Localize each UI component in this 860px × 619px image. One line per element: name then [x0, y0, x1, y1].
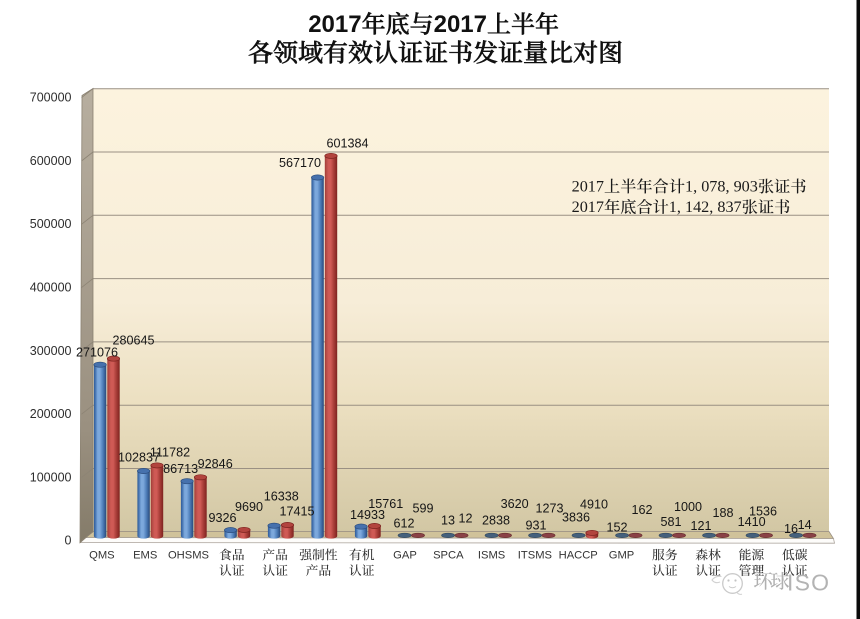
svg-text:4910: 4910 [580, 497, 608, 511]
svg-text:16338: 16338 [264, 489, 299, 503]
svg-text:OHSMS: OHSMS [168, 550, 209, 562]
svg-text:1410: 1410 [738, 515, 766, 529]
svg-text:GAP: GAP [393, 550, 417, 562]
svg-text:92846: 92846 [198, 457, 233, 471]
svg-text:14933: 14933 [350, 508, 385, 522]
svg-text:ITSMS: ITSMS [518, 550, 552, 562]
svg-text:2017: 2017 [572, 198, 604, 216]
svg-text:ISMS: ISMS [478, 550, 505, 562]
svg-text:ISO: ISO [787, 570, 830, 596]
svg-text:GMP: GMP [609, 550, 634, 562]
svg-text:1273: 1273 [535, 502, 563, 516]
svg-text:2017: 2017 [434, 11, 487, 38]
svg-text:581: 581 [660, 515, 681, 529]
svg-text:931: 931 [525, 518, 546, 532]
svg-text:2838: 2838 [482, 514, 510, 528]
svg-text:121: 121 [690, 519, 711, 533]
svg-text:102837: 102837 [118, 450, 160, 464]
svg-text:567170: 567170 [279, 156, 321, 170]
svg-text:1000: 1000 [674, 500, 702, 514]
svg-text:162: 162 [631, 503, 652, 517]
svg-text:1, 078, 903: 1, 078, 903 [685, 178, 758, 196]
svg-text:400000: 400000 [30, 281, 72, 295]
svg-text:HACCP: HACCP [559, 550, 598, 562]
svg-text:SPCA: SPCA [433, 550, 464, 562]
svg-text:2017: 2017 [572, 178, 604, 196]
svg-text:111782: 111782 [150, 445, 190, 459]
svg-text:2017: 2017 [308, 11, 361, 38]
svg-text:0: 0 [65, 534, 72, 548]
svg-text:601384: 601384 [326, 136, 368, 150]
svg-text:3836: 3836 [562, 510, 590, 524]
svg-text:15761: 15761 [368, 497, 403, 511]
svg-text:271076: 271076 [76, 345, 118, 359]
svg-text:17415: 17415 [279, 504, 314, 518]
svg-text:600000: 600000 [30, 154, 72, 168]
svg-text:300000: 300000 [30, 344, 72, 358]
svg-text:13: 13 [441, 514, 455, 528]
svg-text:612: 612 [393, 516, 414, 530]
svg-text:152: 152 [606, 520, 627, 534]
svg-text:12: 12 [458, 512, 472, 526]
svg-text:3620: 3620 [501, 497, 529, 511]
svg-text:EMS: EMS [133, 550, 157, 562]
svg-text:86713: 86713 [163, 462, 198, 476]
svg-text:16: 16 [784, 522, 798, 536]
svg-text:500000: 500000 [30, 217, 72, 231]
svg-text:9690: 9690 [235, 500, 263, 514]
svg-text:1, 142, 837: 1, 142, 837 [669, 198, 742, 216]
svg-text:1536: 1536 [749, 505, 777, 519]
svg-text:700000: 700000 [30, 91, 72, 105]
svg-text:QMS: QMS [89, 550, 114, 562]
svg-text:14: 14 [798, 518, 812, 532]
svg-text:9326: 9326 [208, 511, 236, 525]
svg-text:599: 599 [412, 501, 433, 515]
svg-text:188: 188 [712, 506, 733, 520]
svg-text:100000: 100000 [30, 470, 72, 484]
svg-text:200000: 200000 [30, 407, 72, 421]
svg-text:280645: 280645 [112, 333, 154, 347]
